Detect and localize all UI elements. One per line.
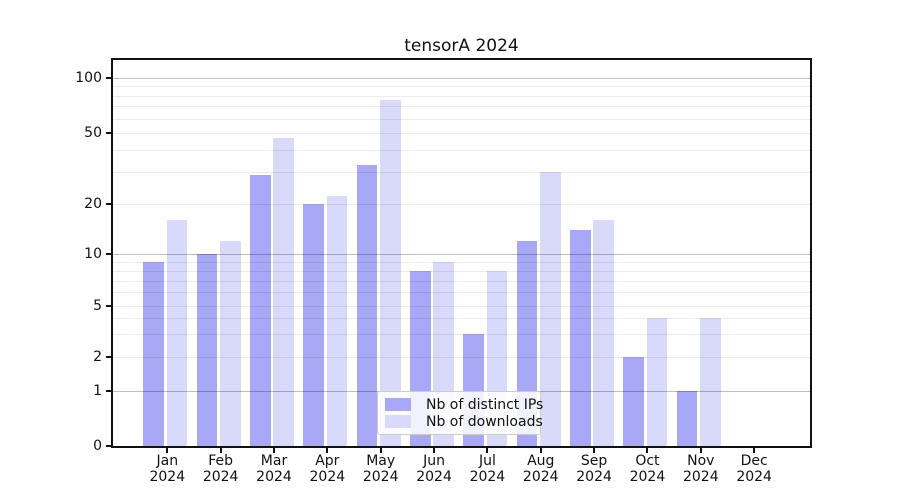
x-tick-may xyxy=(379,448,382,453)
gridline-minor-60 xyxy=(113,118,810,120)
y-tick-label-50: 50 xyxy=(84,125,102,141)
bar-ips-sep xyxy=(570,229,591,446)
bar-downloads-jan xyxy=(166,219,188,446)
bar-downloads-may xyxy=(380,99,401,446)
x-tick-jan xyxy=(166,448,169,453)
gridline-minor-3 xyxy=(113,334,810,336)
y-tick-1 xyxy=(106,390,111,392)
y-tick-label-0: 0 xyxy=(93,438,102,454)
gridline-minor-40 xyxy=(113,150,810,152)
bar-ips-oct xyxy=(623,356,645,446)
spine-top xyxy=(111,58,812,60)
x-tick-label-may: May 2024 xyxy=(362,453,399,485)
x-tick-label-sep: Sep 2024 xyxy=(576,453,612,485)
gridline-minor-70 xyxy=(113,106,810,108)
x-tick-jul xyxy=(486,448,489,453)
x-tick-label-dec: Dec 2024 xyxy=(736,453,772,485)
x-tick-sep xyxy=(593,448,596,453)
y-tick-0 xyxy=(106,445,111,447)
y-tick-label-5: 5 xyxy=(93,298,102,314)
bar-downloads-sep xyxy=(593,219,615,446)
x-tick-label-oct: Oct 2024 xyxy=(629,453,666,485)
x-tick-label-nov: Nov 2024 xyxy=(682,453,719,485)
x-tick-jun xyxy=(433,448,436,453)
x-tick-feb xyxy=(219,448,222,453)
spine-left xyxy=(111,58,113,448)
gridline-minor-30 xyxy=(113,172,810,174)
y-tick-20 xyxy=(106,202,111,205)
gridline-minor-80 xyxy=(113,95,810,97)
gridline-minor-9 xyxy=(113,261,810,263)
bar-ips-nov xyxy=(676,391,698,446)
legend-item-downloads: Nb of downloads xyxy=(385,413,543,430)
bar-downloads-mar xyxy=(273,137,294,446)
x-tick-oct xyxy=(646,448,649,453)
y-tick-label-1: 1 xyxy=(93,383,102,399)
y-tick-2 xyxy=(106,355,111,358)
bar-downloads-nov xyxy=(700,318,721,446)
bar-ips-mar xyxy=(250,174,271,446)
legend-swatch-ips xyxy=(385,398,411,411)
y-tick-5 xyxy=(106,305,111,307)
legend-label: Nb of downloads xyxy=(426,413,543,430)
x-tick-label-mar: Mar 2024 xyxy=(256,453,292,485)
y-tick-50 xyxy=(106,132,111,134)
gridline-minor-2 xyxy=(113,356,810,358)
gridline-minor-20 xyxy=(113,203,810,205)
gridline-minor-6 xyxy=(113,292,810,294)
bar-downloads-oct xyxy=(646,318,668,446)
bar-downloads-apr xyxy=(326,196,348,446)
x-tick-nov xyxy=(699,448,702,453)
x-tick-apr xyxy=(326,448,329,453)
gridline-minor-50 xyxy=(113,133,810,134)
y-tick-label-10: 10 xyxy=(84,246,102,262)
gridline-minor-5 xyxy=(113,306,810,307)
x-tick-dec xyxy=(753,448,756,453)
gridline-major-10 xyxy=(113,254,810,255)
x-tick-mar xyxy=(273,448,275,453)
legend-swatch-downloads xyxy=(385,415,411,428)
bar-downloads-feb xyxy=(219,240,241,446)
bar-downloads-aug xyxy=(540,172,561,446)
plot-area xyxy=(113,60,810,446)
y-tick-label-20: 20 xyxy=(84,195,102,212)
gridline-minor-8 xyxy=(113,270,810,272)
gridline-minor-90 xyxy=(113,86,810,88)
y-tick-label-100: 100 xyxy=(75,70,102,86)
spine-right xyxy=(810,58,812,448)
legend-label: Nb of distinct IPs xyxy=(426,396,544,413)
bar-ips-jan xyxy=(143,261,164,446)
bar-ips-may xyxy=(356,164,378,446)
bar-ips-apr xyxy=(303,203,325,446)
y-tick-100 xyxy=(106,77,111,79)
bar-ips-feb xyxy=(196,254,218,446)
x-tick-label-feb: Feb 2024 xyxy=(202,453,239,485)
x-tick-label-jul: Jul 2024 xyxy=(469,453,506,485)
x-tick-label-apr: Apr 2024 xyxy=(309,453,346,485)
x-tick-label-jan: Jan 2024 xyxy=(149,453,186,485)
gridline-minor-7 xyxy=(113,280,810,282)
gridline-minor-4 xyxy=(113,318,810,320)
x-tick-label-aug: Aug 2024 xyxy=(522,453,559,485)
legend: Nb of distinct IPs Nb of downloads xyxy=(377,391,543,435)
legend-item-distinct-ips: Nb of distinct IPs xyxy=(385,396,543,413)
y-tick-10 xyxy=(106,253,111,255)
chart-title: tensorA 2024 xyxy=(404,36,519,56)
gridline-major-100 xyxy=(113,78,810,79)
x-tick-label-jun: Jun 2024 xyxy=(416,453,452,485)
x-tick-aug xyxy=(539,448,542,453)
y-tick-label-2: 2 xyxy=(93,348,102,365)
spine-bottom xyxy=(111,446,812,448)
